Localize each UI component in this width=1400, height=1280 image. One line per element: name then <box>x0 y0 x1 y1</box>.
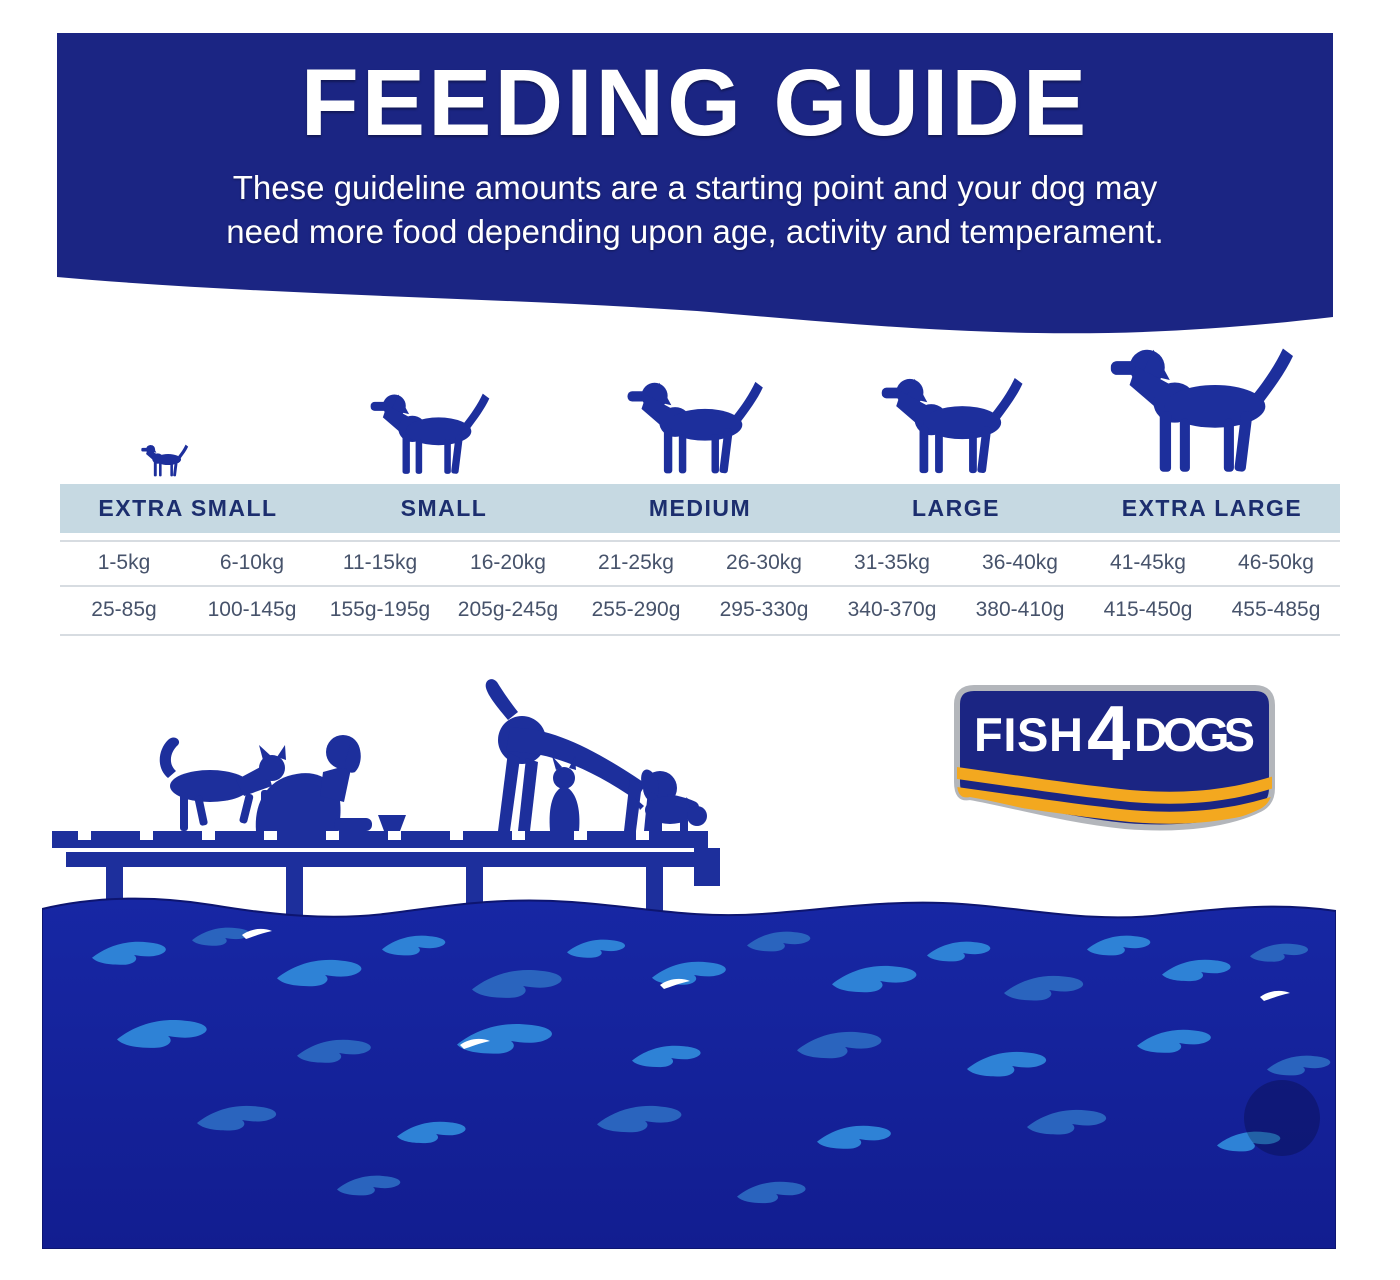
weight-cell: 31-35kg <box>854 551 930 574</box>
ocean-waves <box>42 897 1336 1249</box>
amount-cell: 455-485g <box>1231 598 1321 621</box>
logo-wave-stripes <box>957 766 1272 824</box>
weight-cell: 41-45kg <box>1110 551 1186 574</box>
header-text-block: FEEDING GUIDE These guideline amounts ar… <box>57 33 1333 254</box>
weight-cell: 26-30kg <box>726 551 802 574</box>
puppy-crouching-icon <box>635 796 707 831</box>
weight-cell: 36-40kg <box>982 551 1058 574</box>
amount-cell: 295-330g <box>719 598 809 621</box>
dog-large-icon <box>881 376 1028 478</box>
size-label-large: LARGE <box>912 495 1000 521</box>
size-label-extra-large: EXTRA LARGE <box>1121 495 1303 521</box>
weight-cell: 1-5kg <box>97 551 151 574</box>
size-label-small: SMALL <box>400 495 488 521</box>
puppy-sitting-icon <box>549 756 580 831</box>
ocean-surface <box>42 897 1336 1249</box>
size-label-extra-small: EXTRA SMALL <box>98 495 278 521</box>
subtitle: These guideline amounts are a starting p… <box>57 166 1333 254</box>
header-banner <box>57 33 1333 334</box>
weight-cell: 6-10kg <box>219 551 285 574</box>
registered-mark: ® <box>1274 683 1286 700</box>
page-title: FEEDING GUIDE <box>300 50 1090 156</box>
subtitle-line-2: need more food depending upon age, activ… <box>226 213 1164 250</box>
bowl-icon <box>378 815 406 831</box>
amount-cell: 25-85g <box>91 598 157 621</box>
size-label-medium: MEDIUM <box>648 495 752 521</box>
weight-cell: 11-15kg <box>342 551 418 574</box>
size-category-bar: EXTRA SMALL SMALL MEDIUM LARGE EXTRA LAR… <box>60 484 1340 533</box>
amount-row: 25-85g 100-145g 155g-195g 205g-245g 255-… <box>60 587 1340 633</box>
weight-row: 1-5kg 6-10kg 11-15kg 16-20kg 21-25kg 26-… <box>60 542 1340 584</box>
weight-cell: 46-50kg <box>1238 551 1314 574</box>
pier-icon <box>52 831 720 957</box>
logo-text-four: 4 <box>1087 689 1130 777</box>
weight-cell: 16-20kg <box>470 551 546 574</box>
amount-cell: 340-370g <box>847 598 937 621</box>
resting-dog-icon <box>255 735 406 831</box>
logo-text-fish: FISH <box>974 708 1084 761</box>
logo-text-dogs: DOGS <box>1134 708 1256 761</box>
amount-cell: 380-410g <box>975 598 1065 621</box>
divider <box>60 540 1340 542</box>
watermark-circle <box>1244 1080 1320 1156</box>
amount-cell: 155g-195g <box>329 598 431 621</box>
amount-cell: 100-145g <box>207 598 297 621</box>
divider <box>60 634 1340 636</box>
amount-cell: 255-290g <box>591 598 681 621</box>
whitecaps <box>242 928 1290 1049</box>
fish4dogs-logo: FISH 4 DOGS ® <box>954 683 1286 831</box>
pier-scene <box>52 679 720 957</box>
subtitle-line-1: These guideline amounts are a starting p… <box>232 169 1158 206</box>
dog-extra-large-icon <box>1110 346 1300 478</box>
dog-medium-icon <box>627 380 768 478</box>
dog-small-icon <box>370 392 494 478</box>
amount-cell: 205g-245g <box>457 598 559 621</box>
divider <box>60 585 1340 587</box>
weight-cell: 21-25kg <box>598 551 674 574</box>
dog-extra-small-icon <box>141 444 190 478</box>
amount-cell: 415-450g <box>1103 598 1193 621</box>
